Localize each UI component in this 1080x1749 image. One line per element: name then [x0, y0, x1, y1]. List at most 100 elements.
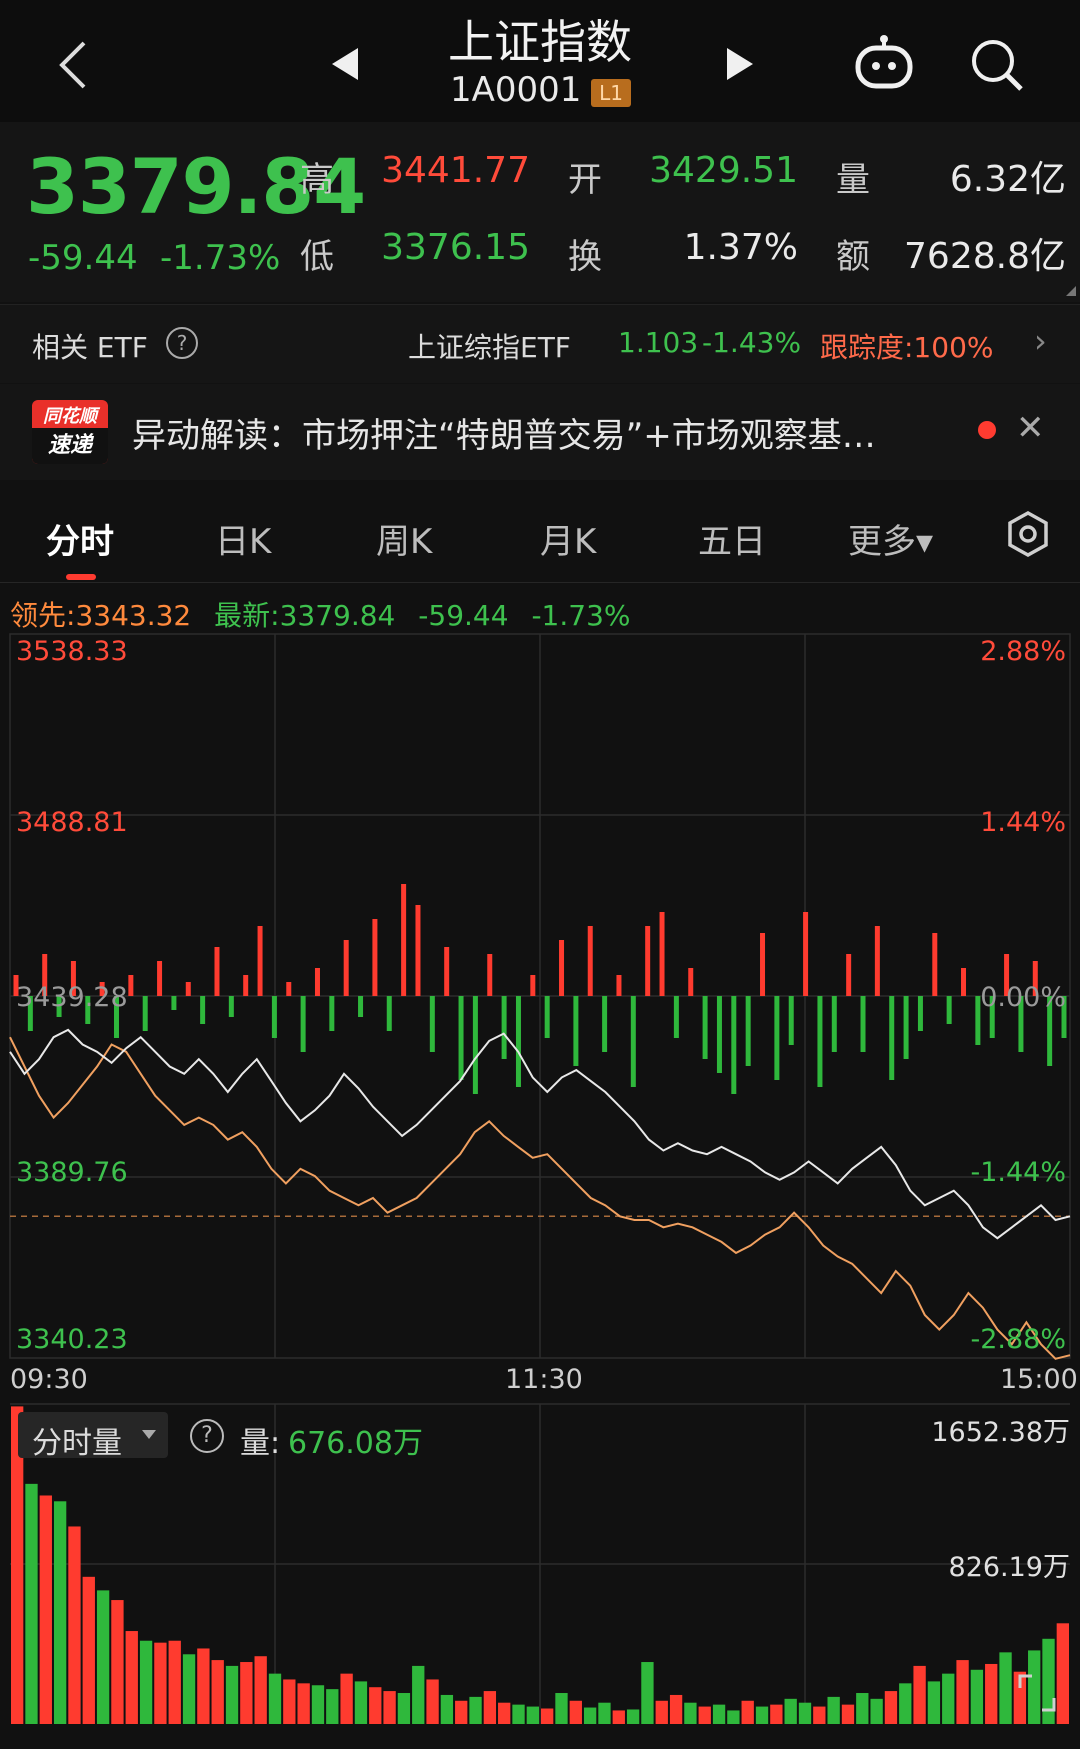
volume-bar-down [512, 1704, 525, 1724]
down-strength-bar [630, 996, 636, 1087]
open-value: 3429.51 [649, 150, 798, 191]
volume-bar-down [856, 1693, 869, 1724]
etf-tracking: 跟踪度:100% [820, 331, 994, 364]
tab-intraday[interactable]: 分时 [46, 522, 114, 562]
volume-bar-down [1028, 1650, 1041, 1724]
time-label-close: 15:00 [1000, 1364, 1078, 1395]
lead-label: 领先: [10, 599, 76, 632]
volume-bar-up [68, 1526, 81, 1724]
assistant-button[interactable] [852, 34, 916, 94]
up-strength-bar [42, 954, 48, 996]
news-headline[interactable]: 异动解读：市场押注“特朗普交易”+市场观察基… [132, 416, 876, 456]
down-strength-bar [989, 996, 995, 1038]
volume-bar-down [870, 1698, 883, 1724]
volume-bar-down [354, 1681, 368, 1724]
volume-bar-up [283, 1679, 296, 1724]
up-strength-bar [587, 926, 593, 996]
tab-five-day[interactable]: 五日 [698, 522, 766, 562]
volume-bar-down [326, 1689, 339, 1724]
intraday-chart[interactable]: 3538.33 3488.81 3439.28 3389.76 3340.23 2.88%… [0, 630, 1080, 1360]
down-strength-bar [544, 996, 550, 1038]
volume-bar-down [96, 1590, 110, 1724]
y-axis-label-right: -2.88% [970, 1324, 1066, 1355]
up-strength-bar [13, 975, 19, 996]
time-label-open: 09:30 [10, 1364, 88, 1395]
volume-bar-up [39, 1495, 52, 1724]
next-arrow-icon [727, 48, 753, 80]
volume-mid-label: 826.19万 [948, 1552, 1070, 1583]
volume-bar-up [11, 1406, 24, 1724]
volume-bar-down [899, 1683, 912, 1724]
down-strength-bar [702, 996, 708, 1059]
up-strength-bar [343, 940, 349, 996]
up-strength-bar [99, 982, 105, 996]
volume-bar-down [225, 1665, 239, 1724]
settings-button[interactable] [1004, 510, 1052, 558]
up-strength-bar [803, 912, 809, 996]
quote-panel [0, 122, 1080, 302]
open-label: 开 [568, 160, 602, 200]
volume-bar-up [884, 1691, 898, 1724]
tab-more[interactable]: 更多▾ [848, 522, 934, 562]
volume-label: 量: [240, 1426, 281, 1461]
volume-chart[interactable] [0, 1398, 1080, 1728]
up-strength-bar [243, 975, 249, 996]
up-strength-bar [760, 933, 766, 996]
high-label: 高 [300, 160, 334, 200]
volume-bar-up [82, 1576, 95, 1724]
down-strength-bar [200, 996, 206, 1024]
chevron-right-icon[interactable]: › [1034, 322, 1047, 360]
low-value: 3376.15 [381, 227, 530, 268]
prev-stock-button[interactable] [330, 46, 360, 82]
volume-bar-down [727, 1710, 740, 1724]
up-strength-bar [659, 912, 665, 996]
volume-bar-down [440, 1694, 454, 1724]
y-axis-label-left: 3340.23 [16, 1324, 128, 1355]
volume-help-icon[interactable]: ? [190, 1419, 224, 1453]
volume-bar-up [240, 1662, 253, 1724]
down-strength-bar [358, 996, 364, 1017]
volume-bar-up [841, 1704, 855, 1724]
next-stock-button[interactable] [725, 46, 755, 82]
volume-bar-up [612, 1710, 625, 1724]
volume-bar-down [583, 1707, 597, 1724]
down-strength-bar [1047, 996, 1053, 1066]
robot-assistant-icon [855, 35, 913, 89]
down-strength-bar [788, 996, 794, 1045]
high-value: 3441.77 [381, 150, 530, 191]
news-banner[interactable] [0, 384, 1080, 480]
news-logo: 同花顺 速递 [32, 400, 108, 464]
volume-label: 量 [836, 160, 870, 200]
fullscreen-button[interactable] [1016, 1672, 1058, 1714]
back-button[interactable] [50, 35, 100, 95]
up-strength-bar [932, 933, 938, 996]
volume-bar-up [340, 1673, 353, 1724]
help-icon[interactable]: ? [166, 327, 198, 359]
y-axis-label-left: 3538.33 [16, 636, 128, 667]
tab-monthly-k[interactable]: 月K [540, 522, 597, 562]
down-strength-bar [142, 996, 148, 1031]
close-icon[interactable]: ✕ [1016, 408, 1045, 448]
low-label: 低 [300, 237, 334, 277]
volume-bar-up [956, 1660, 969, 1724]
search-button[interactable] [968, 36, 1026, 94]
volume-bar-up [369, 1687, 382, 1724]
volume-bar-up [383, 1691, 396, 1724]
down-strength-bar [673, 996, 679, 1038]
volume-bar-up [741, 1700, 754, 1724]
down-strength-bar [228, 996, 234, 1017]
up-strength-bar [70, 961, 76, 996]
volume-bar-up [111, 1600, 124, 1724]
tab-daily-k[interactable]: 日K [215, 522, 272, 562]
volume-bar-down [139, 1640, 153, 1724]
volume-value: 676.08万 [288, 1426, 423, 1461]
volume-bar-down [469, 1696, 482, 1724]
volume-bar-up [541, 1708, 554, 1724]
volume-value: 6.32亿 [949, 159, 1066, 200]
up-strength-bar [157, 961, 163, 996]
volume-bar-up [813, 1706, 826, 1724]
tab-weekly-k[interactable]: 周K [376, 522, 433, 562]
volume-bar-down [712, 1704, 726, 1724]
y-axis-label-right: -1.44% [970, 1157, 1066, 1188]
volume-bar-up [168, 1640, 181, 1724]
